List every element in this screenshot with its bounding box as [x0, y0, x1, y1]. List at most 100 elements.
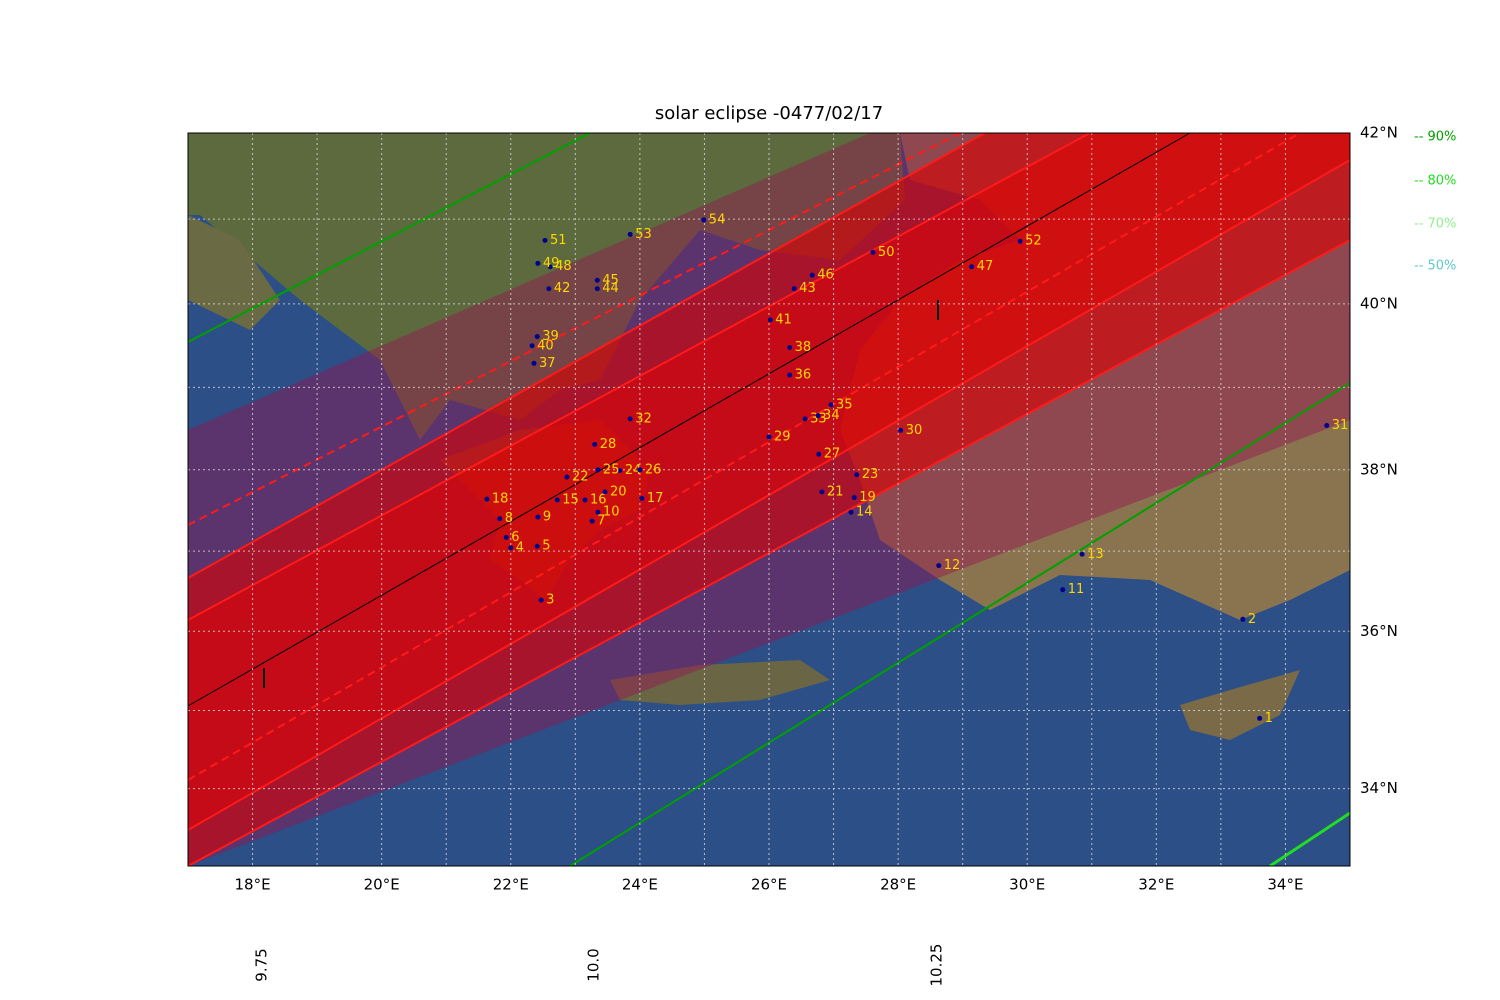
place-label: 49: [543, 256, 560, 271]
place-label: 30: [906, 423, 923, 438]
place-label: 26: [645, 462, 662, 477]
place-dot: [766, 434, 772, 440]
place-dot: [531, 360, 537, 366]
place-label: 28: [600, 437, 617, 452]
place-dot: [535, 260, 541, 266]
lon-tick-label: 24°E: [622, 876, 658, 894]
place-dot: [854, 472, 860, 478]
place-dot: [639, 495, 645, 501]
place-dot: [595, 467, 601, 473]
place-dot: [534, 543, 540, 549]
place-dot: [542, 237, 548, 243]
place-label: 12: [944, 558, 961, 573]
place-dot: [802, 416, 808, 422]
place-dot: [936, 563, 942, 569]
place-label: 23: [862, 467, 879, 482]
place-label: 17: [647, 491, 664, 506]
limit-line: [188, 133, 1301, 781]
place-label: 3: [546, 593, 554, 608]
place-label: 5: [542, 539, 550, 554]
place-dot: [1324, 422, 1330, 428]
time-label: 10.0: [585, 948, 603, 981]
place-label: 33: [810, 411, 827, 426]
place-dot: [1079, 551, 1085, 557]
ticks: 18°E 20°E 22°E 24°E 26°E 28°E 30°E 32°E 34°E 34°N…: [235, 124, 1457, 987]
lon-tick-label: 32°E: [1138, 876, 1174, 894]
place-dot: [898, 427, 904, 433]
lat-tick-label: 40°N: [1360, 294, 1398, 312]
place-dot: [969, 264, 975, 270]
place-label: 14: [856, 505, 873, 520]
eclipse-core: [188, 133, 1350, 830]
central-line: [188, 133, 1191, 707]
place-label: 34: [823, 408, 840, 423]
place-dot: [592, 441, 598, 447]
place-dot: [547, 264, 553, 270]
place-label: 9: [543, 510, 551, 525]
place-dot: [546, 286, 552, 292]
place-dot: [484, 496, 490, 502]
place-label: 18: [492, 492, 509, 507]
place-label: 21: [827, 484, 844, 499]
place-dot: [627, 231, 633, 237]
place-dot: [791, 286, 797, 292]
place-label: 7: [597, 514, 605, 529]
place-dot: [589, 518, 595, 524]
place-dot: [538, 597, 544, 603]
place-dot: [617, 468, 623, 474]
place-dot: [594, 286, 600, 292]
place-label: 13: [1087, 547, 1104, 562]
magnitude-line: [569, 382, 1350, 866]
place-label: 16: [590, 492, 607, 507]
place-dot: [848, 509, 854, 515]
lon-tick-label: 26°E: [751, 876, 787, 894]
place-label: 31: [1332, 418, 1349, 433]
place-dot: [1060, 587, 1066, 593]
lon-tick-label: 28°E: [880, 876, 916, 894]
limit-line: [188, 133, 986, 579]
place-label: 8: [505, 511, 513, 526]
land-italy: [188, 215, 280, 330]
time-label: 10.25: [928, 944, 946, 987]
place-dot: [1240, 616, 1246, 622]
eclipse-lines: [188, 133, 1350, 866]
place-label: 24: [625, 463, 642, 478]
place-label: 1: [1265, 711, 1273, 726]
magnitude-line: [188, 133, 591, 343]
place-dot: [828, 402, 834, 408]
legend-entry: -- 50%: [1414, 259, 1456, 274]
lon-tick-label: 30°E: [1009, 876, 1045, 894]
place-dot: [1017, 238, 1023, 244]
place-label: 47: [977, 259, 994, 274]
place-label: 43: [799, 281, 816, 296]
place-dot: [870, 249, 876, 255]
place-dot: [851, 495, 857, 501]
place-label: 25: [603, 462, 620, 477]
place-label: 15: [562, 492, 579, 507]
place-label: 54: [709, 212, 726, 227]
place-label: 4: [516, 540, 524, 555]
place-label: 36: [795, 367, 812, 382]
place-label: 38: [795, 340, 812, 355]
place-label: 41: [775, 312, 792, 327]
place-dot: [595, 509, 601, 515]
map-title: solar eclipse -0477/02/17: [655, 103, 883, 124]
place-label: 39: [542, 329, 559, 344]
place-dot: [534, 334, 540, 340]
place-label: 35: [836, 397, 853, 412]
place-dot: [582, 497, 588, 503]
place-label: 37: [539, 356, 556, 371]
place-label: 20: [610, 484, 627, 499]
place-label: 27: [824, 447, 841, 462]
lon-tick-label: 34°E: [1267, 876, 1303, 894]
place-dot: [554, 497, 560, 503]
lat-tick-label: 34°N: [1360, 779, 1398, 797]
land-cyprus: [1180, 670, 1300, 740]
magnitude-line: [1269, 811, 1350, 866]
place-label: 53: [635, 227, 652, 242]
place-label: 2: [1248, 612, 1256, 627]
place-dot: [1257, 715, 1263, 721]
place-label: 6: [511, 530, 519, 545]
